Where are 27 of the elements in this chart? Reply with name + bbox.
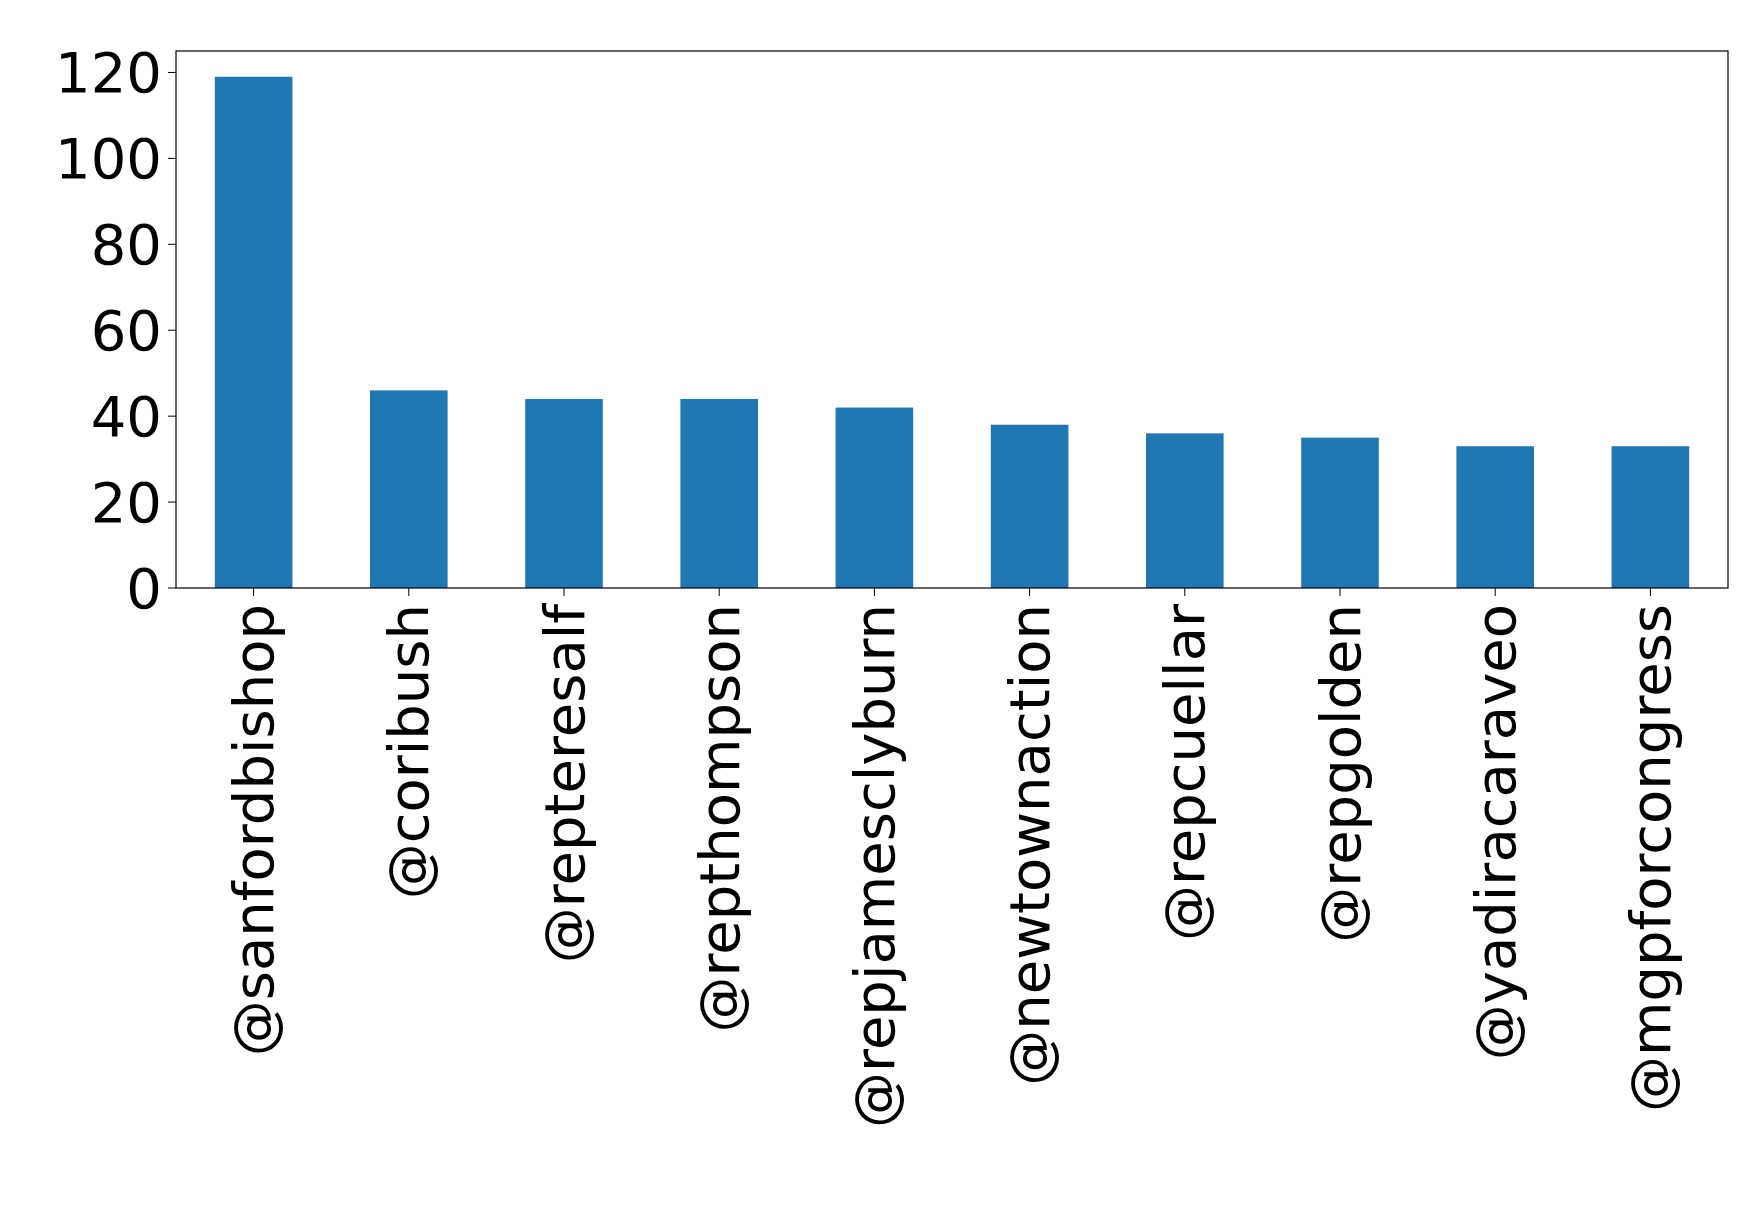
bar [1301,437,1379,588]
x-tick-label: @repgolden [1307,604,1373,943]
x-tick-label: @repteresalf [531,602,597,964]
y-tick-label: 60 [90,297,162,363]
y-tick-label: 40 [90,383,162,449]
y-tick-label: 100 [55,126,162,191]
x-tick-label: @sanfordbishop [221,604,287,1057]
bar [525,398,603,588]
x-tick-label: @repthompson [686,604,752,1033]
bar [990,424,1069,588]
x-tick-label: @newtownaction [997,604,1063,1086]
bar [370,390,448,588]
x-tick-label: @mgpforcongress [1618,604,1683,1113]
y-tick-label: 0 [126,555,162,621]
bar [1611,446,1690,588]
bar [680,398,758,588]
bar [214,76,293,588]
bar [835,407,914,588]
bar [1456,446,1534,588]
bar [1146,433,1224,588]
y-tick-label: 120 [55,40,162,106]
x-tick-label: @yadiracaraveo [1462,604,1528,1061]
y-tick-label: 20 [90,469,162,535]
x-tick-label: @repjamesclyburn [842,604,907,1128]
x-tick-label: @coribush [376,604,442,900]
y-tick-label: 80 [90,211,162,277]
x-tick-label: @repcuellar [1152,603,1218,941]
